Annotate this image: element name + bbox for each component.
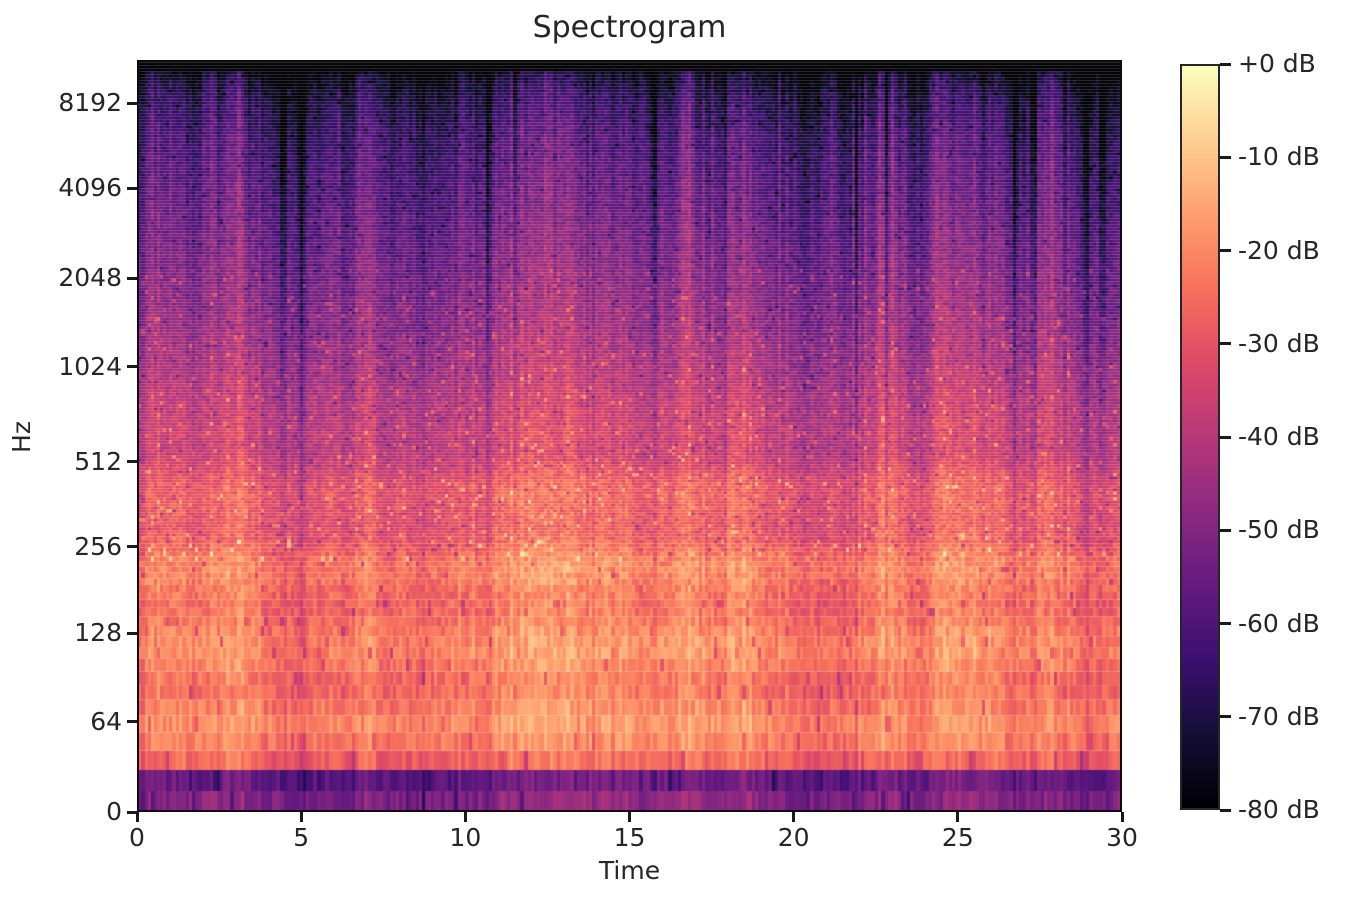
x-tick-mark [792,812,796,822]
colorbar-tick-mark [1220,435,1231,439]
y-tick-label: 64 [90,706,122,736]
colorbar [1180,64,1220,810]
colorbar-tick-label: -20 dB [1238,235,1320,265]
colorbar-tick-mark [1220,528,1231,532]
y-tick-label: 4096 [58,173,122,203]
x-tick-mark [135,812,139,822]
x-tick-label: 20 [777,823,810,852]
chart-title: Spectrogram [532,10,727,45]
colorbar-tick-mark [1220,155,1231,159]
y-tick-label: 2048 [58,263,122,293]
x-tick-label: 5 [293,823,310,852]
colorbar-tick-label: -60 dB [1238,608,1320,638]
y-tick-mark [127,276,137,280]
y-tick-mark [127,460,137,464]
x-tick-mark [628,812,631,822]
y-tick-mark [127,101,137,105]
y-tick-label: 256 [74,531,122,561]
colorbar-tick-label: -70 dB [1238,701,1320,731]
y-tick-mark [127,186,137,190]
colorbar-tick-label: -50 dB [1238,515,1320,545]
x-axis-label: Time [598,856,661,885]
x-tick-label: 25 [941,823,974,852]
y-tick-mark [127,545,137,549]
y-tick-mark [127,631,137,635]
y-tick-label: 128 [74,618,122,648]
y-tick-label: 1024 [58,351,122,381]
x-tick-label: 0 [129,823,145,852]
y-tick-label: 512 [74,446,122,476]
y-tick-mark [127,720,137,724]
colorbar-tick-mark [1220,342,1231,346]
colorbar-tick-mark [1220,808,1231,812]
colorbar-tick-label: -80 dB [1238,795,1320,824]
y-tick-label: 8192 [58,88,122,117]
x-tick-mark [299,812,303,822]
colorbar-tick-mark [1220,622,1231,625]
x-tick-label: 10 [449,823,482,852]
y-tick-mark [127,365,137,369]
x-tick-label: 30 [1106,823,1138,852]
x-tick-mark [1120,812,1124,822]
x-tick-mark [463,812,467,822]
colorbar-tick-label: -10 dB [1238,142,1320,172]
spectrogram-heatmap [137,60,1122,812]
x-tick-mark [956,812,960,822]
colorbar-tick-mark [1220,715,1231,719]
x-tick-label: 15 [613,823,646,852]
colorbar-tick-mark [1220,62,1231,66]
colorbar-tick-label: -40 dB [1238,422,1320,451]
y-tick-mark [127,810,137,814]
colorbar-tick-label: -30 dB [1238,328,1320,358]
y-tick-label: 0 [106,797,122,826]
colorbar-tick-mark [1220,249,1231,252]
plot-area [137,60,1122,812]
colorbar-tick-label: +0 dB [1238,49,1316,78]
